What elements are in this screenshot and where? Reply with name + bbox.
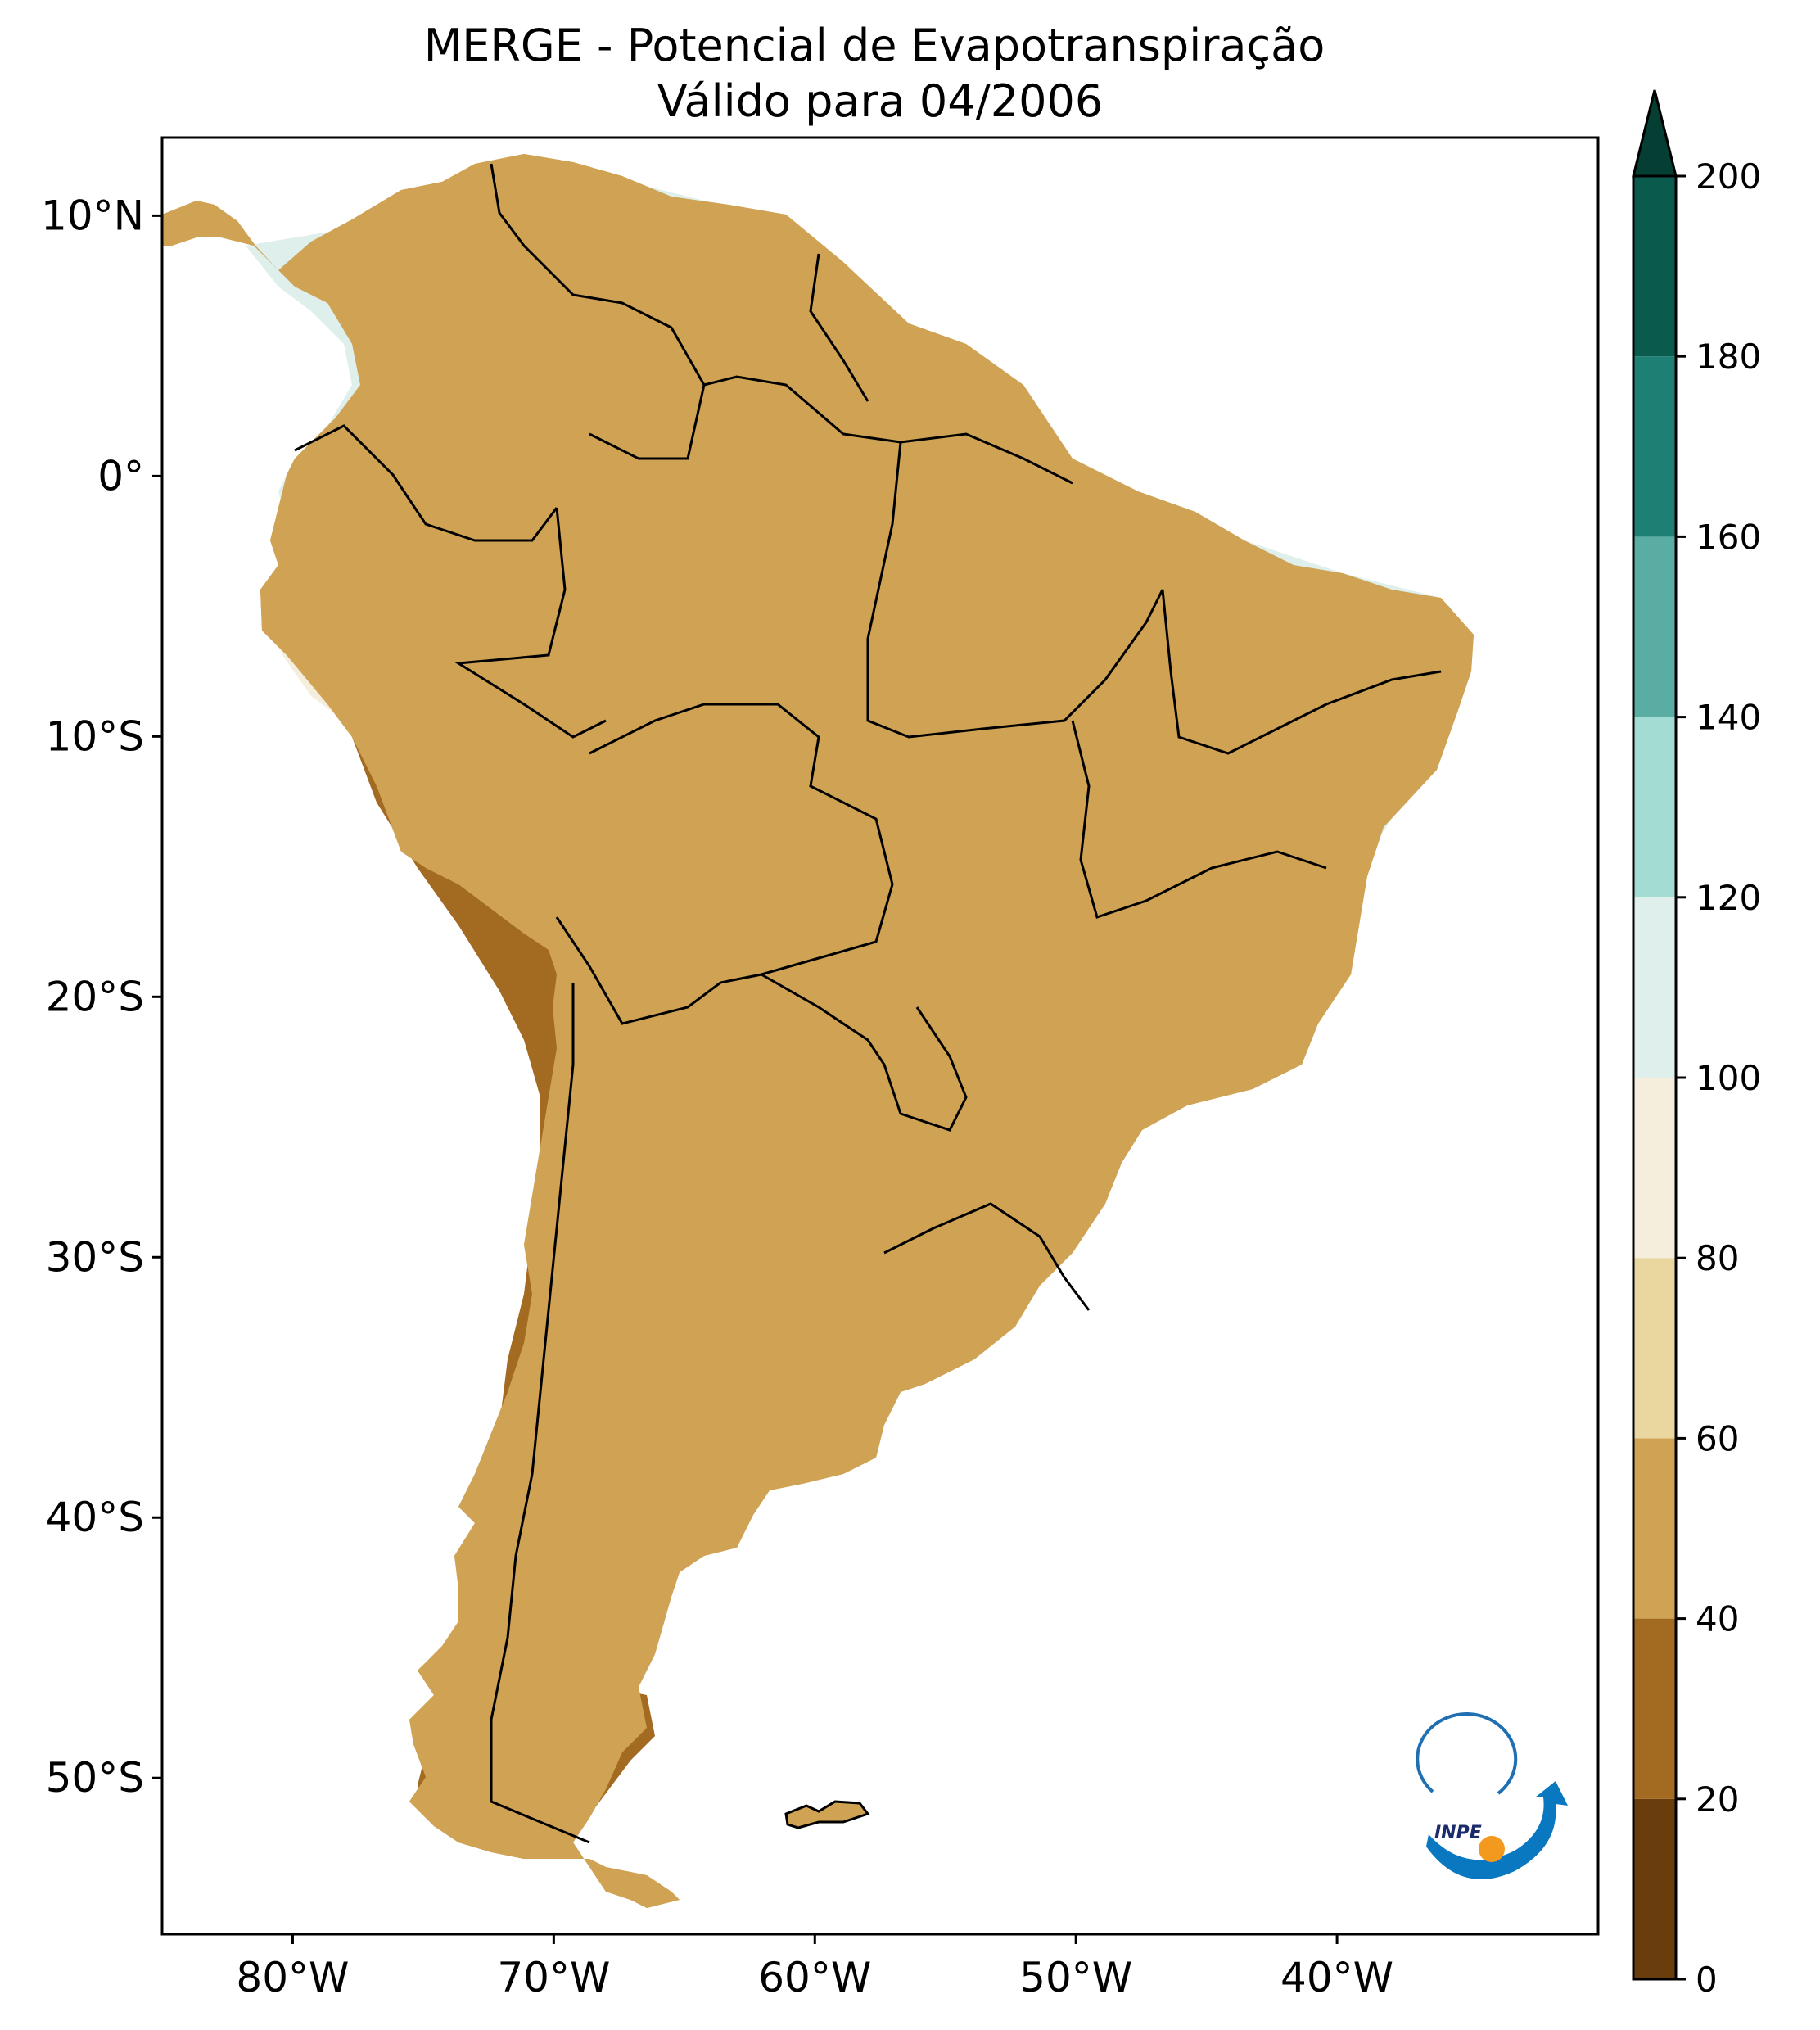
colorbar-tick-label: 0 [1696,1960,1718,2000]
patagonia-icefield-gaps [422,1556,573,1867]
latitude-axis: 10°N 0° 10°S 20°S 30°S 40°S 50°S [41,192,162,1802]
lat-tick-label: 30°S [46,1233,144,1281]
colorbar-tick-label: 140 [1696,698,1761,738]
logo-arrow-icon [1426,1781,1568,1879]
country-borders [162,152,1475,1910]
chart-title-line-1: MERGE - Potencial de Evapotranspiração [424,20,1325,71]
border-chile-argentina [490,983,590,1844]
colorbar-ticks: 0 20 40 60 80 100 120 140 160 180 200 [1676,156,1761,2000]
lon-tick-label: 70°W [497,1954,610,2001]
colorbar-tick-label: 100 [1696,1058,1761,1098]
colorbar-tick-label: 20 [1696,1779,1739,1820]
border-paraguay [761,973,968,1132]
border-bolivia [555,703,894,1025]
colorbar-band [1633,356,1676,537]
colorbar-band [1633,1798,1676,1979]
logo-sun-icon [1479,1836,1505,1862]
lon-tick-label: 60°W [758,1954,871,2001]
colorbar-tick-label: 60 [1696,1418,1739,1458]
falkland-islands [784,1800,870,1829]
lat-tick-label: 40°S [46,1494,144,1541]
lat-tick-label: 50°S [46,1754,144,1802]
lat-tick-label: 10°N [41,192,144,239]
colorbar-tick-label: 40 [1696,1599,1739,1639]
colorbar-tick-label: 200 [1696,156,1761,197]
border-uruguay [883,1202,1091,1311]
colorbar-tick-label: 160 [1696,517,1761,557]
border-venezuela-guyana [809,253,869,402]
colorbar-tick-label: 80 [1696,1238,1739,1278]
lon-tick-label: 80°W [236,1954,349,2001]
colorbar-band [1633,717,1676,897]
lon-tick-label: 50°W [1019,1954,1132,2001]
map-panel: 10°N 0° 10°S 20°S 30°S 40°S 50°S 80°W 70°W 60°W 5… [41,136,1600,2001]
lat-tick-label: 0° [97,452,144,500]
map-frame [160,136,1600,1936]
colorbar-band [1633,897,1676,1078]
colorbar-band [1633,1258,1676,1439]
colorbar-band [1633,536,1676,717]
lat-tick-label: 10°S [46,712,144,760]
colorbar-tick-label: 180 [1696,337,1761,377]
border-colombia-venezuela [490,163,706,460]
colorbar: 0 20 40 60 80 100 120 140 160 180 200 [1632,89,1761,2000]
colorbar-bands [1633,176,1676,1979]
colorbar-band [1633,1618,1676,1799]
border-brazil-north [703,375,1073,485]
border-peru-ecuador [294,424,558,542]
colorbar-band [1633,176,1676,357]
colorbar-band [1633,1438,1676,1619]
logo-text: INPE [1434,1823,1482,1843]
colorbar-band [1633,1078,1676,1259]
border-brazil-states [866,441,1442,919]
inpe-logo: INPE [1416,1712,1568,1879]
border-peru-brazil [454,507,607,739]
lon-tick-label: 40°W [1280,1954,1393,2001]
colorbar-tick-label: 120 [1696,878,1761,918]
colorbar-extend-arrow [1632,89,1678,178]
logo-orbit-icon [1416,1712,1518,1795]
lat-tick-label: 20°S [46,973,144,1020]
chart-title-line-2: Válido para 04/2006 [657,75,1103,127]
longitude-axis: 80°W 70°W 60°W 50°W 40°W [236,1934,1393,2001]
